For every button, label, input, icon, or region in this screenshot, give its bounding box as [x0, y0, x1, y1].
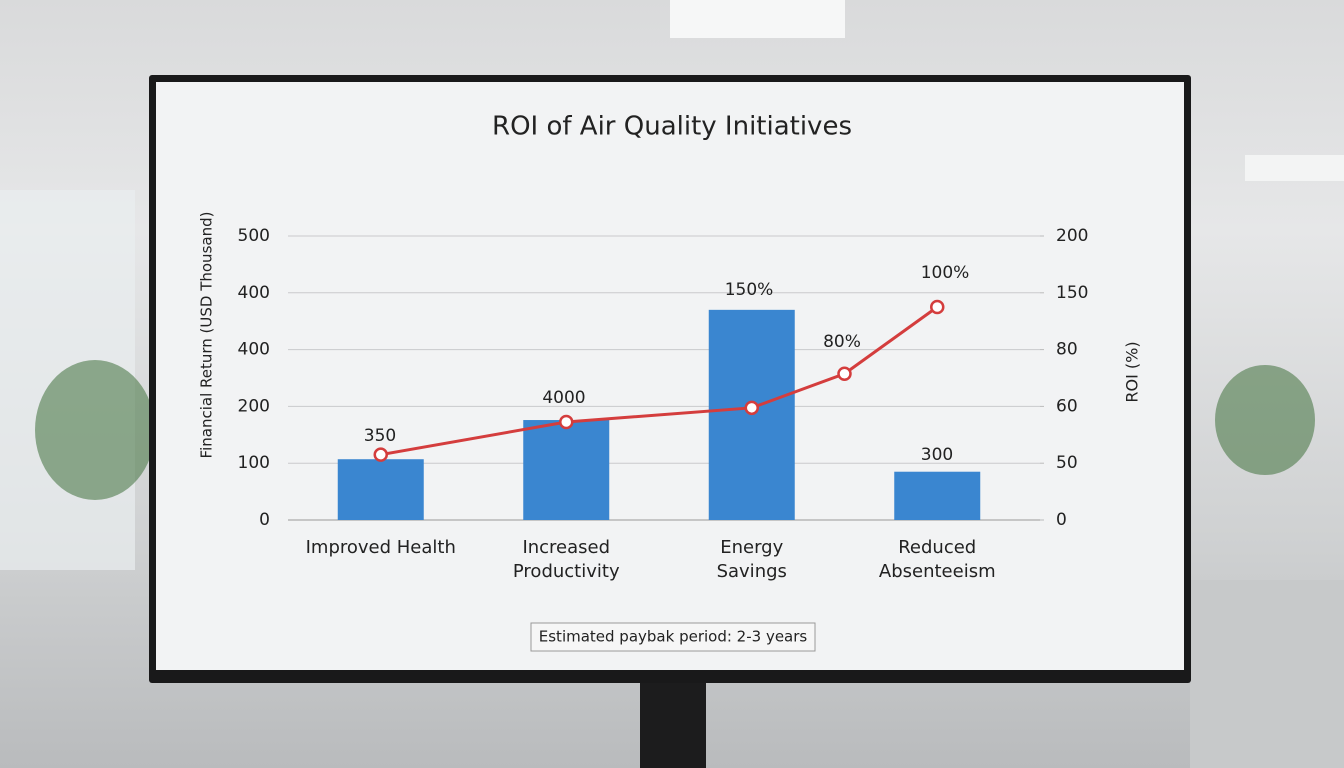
- chart-title: ROI of Air Quality Initiatives: [492, 112, 852, 142]
- x-tick-label: Reduced Absenteeism: [879, 537, 996, 582]
- annotation: 350: [364, 426, 396, 446]
- desk: [1190, 580, 1344, 768]
- y2-tick-label: 200: [1056, 226, 1088, 246]
- y-tick-label: 200: [238, 396, 270, 416]
- line-marker: [559, 414, 574, 430]
- y2-tick-label: 80: [1056, 340, 1078, 360]
- line-marker: [744, 400, 759, 416]
- y-tick-label: 400: [238, 340, 270, 360]
- y2-tick-label: 0: [1056, 510, 1067, 530]
- y-tick-label: 400: [238, 283, 270, 303]
- note-box: [530, 622, 816, 652]
- line-marker: [930, 299, 945, 315]
- ceiling-light: [670, 0, 845, 38]
- ceiling-light: [1245, 155, 1344, 181]
- y2-tick-label: 60: [1056, 396, 1078, 416]
- annotation: 300: [921, 445, 953, 465]
- y-tick-label: 100: [238, 453, 270, 473]
- line-marker: [373, 447, 388, 462]
- annotation: 4000: [542, 388, 585, 408]
- bar: [337, 459, 424, 520]
- bar: [523, 420, 610, 520]
- note: Estimated paybak period: 2-3 years: [539, 628, 808, 646]
- bar: [894, 471, 981, 520]
- y2-tick-label: 150: [1056, 283, 1088, 303]
- x-tick-label: Energy Savings: [717, 537, 787, 582]
- y-tick-label: 500: [238, 226, 270, 246]
- screen: [156, 82, 1184, 670]
- line-marker: [837, 366, 852, 381]
- plant: [1215, 365, 1315, 475]
- annotation: 150%: [725, 280, 774, 300]
- monitor-stand: [640, 675, 706, 768]
- y2-axis-title: ROI (%): [1123, 341, 1142, 402]
- plant: [35, 360, 155, 500]
- y2-tick-label: 50: [1056, 453, 1078, 473]
- y-tick-label: 0: [259, 510, 270, 530]
- y-axis-title: Financial Return (USD Thousand): [198, 212, 216, 459]
- annotation: 100%: [921, 263, 970, 283]
- x-tick-label: Improved Health: [306, 537, 456, 558]
- annotation: 80%: [823, 332, 861, 352]
- x-tick-label: Increased Productivity: [513, 537, 620, 582]
